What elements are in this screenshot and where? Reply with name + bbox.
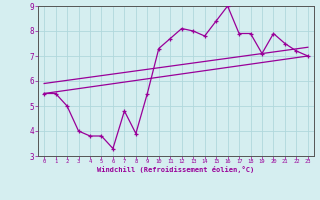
X-axis label: Windchill (Refroidissement éolien,°C): Windchill (Refroidissement éolien,°C)	[97, 166, 255, 173]
